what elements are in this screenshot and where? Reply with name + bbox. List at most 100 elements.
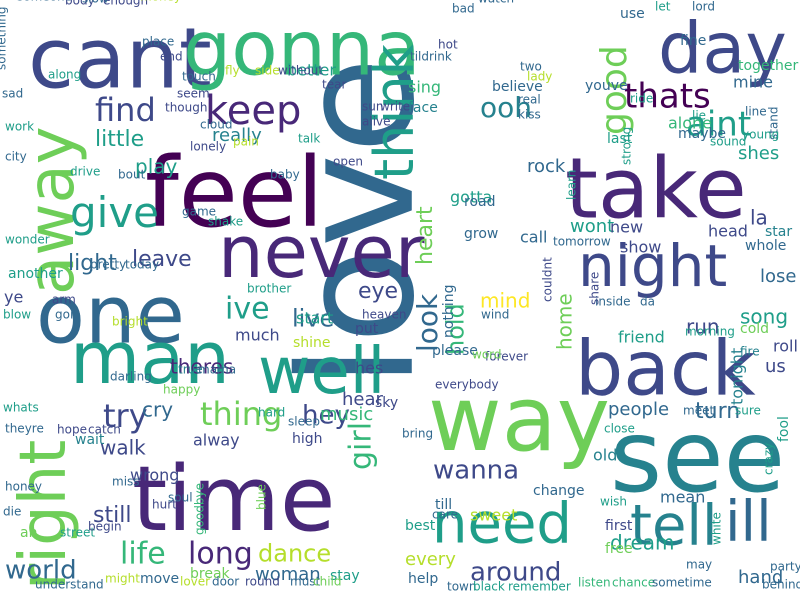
cloud-word: arm: [52, 292, 76, 307]
cloud-word: alone: [668, 113, 713, 133]
cloud-word: meet: [683, 403, 715, 418]
cloud-word: show: [620, 237, 662, 257]
cloud-word: open: [333, 154, 363, 169]
cloud-word: last: [607, 131, 633, 148]
cloud-word: hurt: [152, 497, 177, 512]
cloud-word: never: [218, 209, 425, 294]
cloud-word: run: [686, 314, 720, 339]
cloud-word: life: [120, 536, 166, 572]
cloud-word: ill: [725, 489, 772, 555]
cloud-word: sweet: [470, 505, 518, 525]
cloud-word: everybody: [435, 377, 499, 392]
cloud-word: hey: [302, 400, 350, 431]
cloud-word: share: [587, 271, 602, 305]
cloud-word: side: [255, 63, 280, 78]
cloud-word: body: [65, 0, 95, 8]
cloud-word: maybe: [678, 126, 727, 143]
cloud-word: though: [165, 100, 208, 115]
cloud-word: star: [765, 224, 793, 241]
cloud-word: long: [188, 536, 253, 572]
cloud-word: child: [313, 574, 342, 589]
cloud-word: one: [36, 268, 185, 362]
cloud-word: listen: [578, 575, 611, 590]
cloud-word: home: [552, 293, 577, 350]
cloud-word: something: [0, 6, 9, 70]
cloud-word: enough: [103, 0, 149, 8]
cloud-word: ooh: [480, 91, 533, 125]
cloud-word: true: [178, 362, 203, 377]
cloud-word: line: [745, 104, 767, 119]
cloud-word: bring: [402, 426, 434, 441]
cloud-word: bright: [112, 314, 148, 329]
cloud-word: talk: [298, 131, 321, 146]
cloud-word: lose: [760, 265, 797, 287]
cloud-word: day: [658, 7, 787, 90]
cloud-word: hot: [438, 37, 458, 52]
cloud-word: song: [740, 304, 789, 329]
cloud-word: together: [738, 58, 799, 75]
cloud-word: sing: [408, 77, 442, 97]
cloud-word: blue: [254, 484, 269, 510]
cloud-word: us: [765, 355, 786, 377]
cloud-word: please: [432, 343, 478, 360]
cloud-word: heart: [412, 206, 438, 265]
cloud-word: cold: [740, 321, 770, 338]
cloud-word: watch: [478, 0, 514, 5]
cloud-word: without: [278, 63, 324, 78]
cloud-word: close: [604, 421, 635, 436]
cloud-word: tomorrow: [553, 234, 611, 249]
cloud-word: head: [708, 221, 748, 241]
cloud-word: money: [140, 0, 181, 3]
cloud-word: drive: [70, 164, 101, 179]
cloud-word: mind: [480, 288, 531, 313]
cloud-word: blow: [3, 307, 32, 322]
cloud-word: cloud: [200, 117, 233, 132]
cloud-word: nothing: [441, 284, 458, 338]
cloud-word: miss: [112, 474, 140, 489]
cloud-word: alway: [193, 430, 240, 450]
cloud-word: pain: [233, 134, 259, 149]
cloud-word: night: [578, 231, 728, 300]
cloud-word: face: [408, 100, 438, 117]
cloud-word: someone: [17, 0, 72, 3]
cloud-word: gotta: [450, 187, 493, 207]
cloud-word: place: [142, 34, 175, 49]
cloud-word: sound: [710, 134, 747, 149]
cloud-word: dance: [258, 539, 332, 568]
cloud-word: round: [245, 574, 280, 589]
cloud-word: write: [380, 99, 411, 114]
cloud-word: high: [292, 431, 323, 448]
cloud-word: give: [70, 188, 160, 238]
cloud-word: slow: [82, 0, 109, 5]
cloud-word: young: [742, 127, 780, 142]
cloud-word: stay: [330, 568, 360, 585]
cloud-word: tildrink: [410, 49, 452, 64]
cloud-word: die: [3, 504, 22, 519]
cloud-word: help: [408, 571, 439, 588]
cloud-word: end: [160, 49, 183, 64]
cloud-word: try: [103, 397, 148, 436]
cloud-word: gonna: [183, 3, 421, 93]
cloud-word: black: [473, 579, 505, 594]
cloud-word: wrong: [130, 465, 180, 485]
cloud-word: around: [470, 557, 562, 588]
cloud-word: people: [608, 398, 670, 420]
cloud-word: whole: [745, 238, 787, 255]
cloud-word: heaven: [362, 307, 407, 322]
cloud-word: light: [68, 250, 117, 276]
cloud-word: lady: [527, 69, 553, 84]
cloud-word: leave: [132, 246, 192, 272]
cloud-word: wonder: [5, 232, 50, 247]
cloud-word: cry: [142, 397, 174, 422]
cloud-word: work: [5, 119, 35, 134]
cloud-word: little: [95, 126, 145, 152]
cloud-word: see: [610, 398, 786, 515]
cloud-word: tear: [322, 77, 347, 92]
cloud-word: friend: [618, 327, 665, 347]
cloud-word: bout: [118, 167, 146, 182]
cloud-word: honey: [5, 479, 43, 494]
cloud-word: old: [593, 445, 618, 465]
cloud-word: eye: [358, 278, 399, 304]
cloud-word: catch: [88, 422, 121, 437]
